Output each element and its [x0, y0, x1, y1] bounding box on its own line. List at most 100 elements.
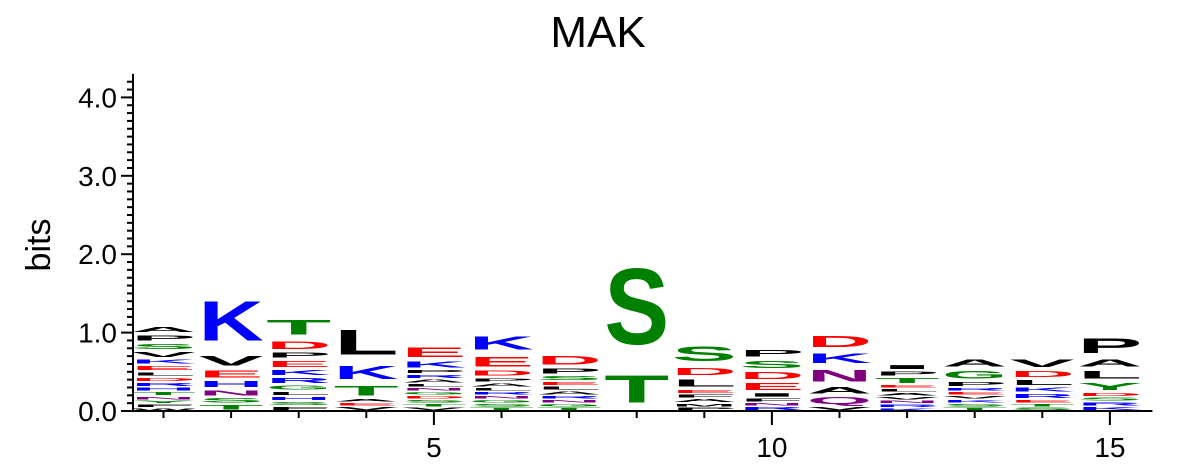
- logo-letter-s: S: [942, 403, 1007, 407]
- logo-letter-r: R: [875, 404, 940, 408]
- logo-letter-e: E: [334, 402, 399, 406]
- logo-letter-q: Q: [807, 395, 872, 406]
- logo-letter-n: N: [739, 402, 804, 406]
- logo-letter-n: N: [807, 366, 872, 385]
- logo-letter-l: L: [266, 391, 331, 396]
- logo-letter-l: L: [672, 377, 737, 389]
- logo-letter-s: S: [1077, 397, 1142, 402]
- logo-letter-r: R: [469, 391, 534, 395]
- logo-letter-a: A: [672, 398, 737, 403]
- logo-letter-e: E: [537, 381, 602, 386]
- logo-letter-stacks: WFYNTHRDLEKVSPATSNHEVKFSHLGRKEPDTVEATKLV…: [131, 246, 1142, 411]
- logo-letter-l: L: [334, 323, 399, 362]
- logo-letter-f: F: [672, 394, 737, 399]
- logo-letter-d: D: [469, 369, 534, 377]
- logo-letter-t: T: [537, 407, 602, 411]
- logo-letter-e: E: [266, 359, 331, 368]
- logo-letter-r: R: [266, 376, 331, 384]
- logo-letter-s: S: [1010, 407, 1075, 411]
- logo-letter-a: A: [942, 358, 1007, 369]
- logo-letter-d: D: [131, 376, 196, 382]
- logo-letter-s: S: [672, 341, 737, 365]
- logo-letter-v: V: [875, 396, 940, 400]
- logo-letter-g: G: [942, 369, 1007, 382]
- logo-letter-a: A: [807, 385, 872, 395]
- y-tick-label: 2.0: [78, 239, 117, 270]
- logo-letter-v: V: [1010, 357, 1075, 370]
- logo-letter-s: S: [401, 399, 466, 403]
- logo-letter-l: L: [1010, 379, 1075, 387]
- logo-letter-k: K: [131, 358, 196, 364]
- logo-letter-n: N: [199, 389, 264, 397]
- logo-letter-f: F: [131, 404, 196, 408]
- logo-letter-n: N: [401, 387, 466, 391]
- logo-letter-n: N: [875, 400, 940, 404]
- logo-letter-k: K: [199, 289, 264, 352]
- y-axis-label: bits: [20, 219, 58, 272]
- logo-letter-r: R: [131, 382, 196, 387]
- logo-letter-h: H: [199, 380, 264, 389]
- logo-letter-n: N: [131, 396, 196, 400]
- logo-letter-v: V: [401, 407, 466, 411]
- logo-letter-t: T: [131, 391, 196, 396]
- logo-letter-d: D: [537, 354, 602, 367]
- logo-letter-d: D: [1077, 392, 1142, 397]
- logo-letter-m: M: [672, 403, 737, 407]
- logo-letter-t: T: [401, 403, 466, 407]
- logo-letter-d: D: [1010, 369, 1075, 378]
- logo-letter-v: V: [131, 351, 196, 359]
- logo-letter-a: A: [469, 383, 534, 388]
- logo-letter-t: T: [875, 376, 940, 384]
- logo-letter-p: P: [875, 370, 940, 376]
- logo-letter-k: K: [401, 360, 466, 369]
- logo-letter-v: V: [334, 406, 399, 411]
- y-axis: 0.0 1.0 2.0 3.0 4.0: [78, 73, 134, 427]
- logo-letter-g: G: [537, 403, 602, 407]
- logo-letter-a: A: [875, 392, 940, 396]
- logo-letter-k: K: [266, 369, 331, 377]
- logo-letter-e: E: [199, 369, 264, 380]
- logo-letter-e: E: [875, 384, 940, 388]
- logo-letter-r: R: [942, 387, 1007, 391]
- logo-letter-l: L: [875, 388, 940, 392]
- logo-letter-p: P: [266, 351, 331, 359]
- logo-letter-w: W: [131, 408, 196, 411]
- logo-letter-s: S: [604, 246, 669, 367]
- logo-letter-p: P: [537, 367, 602, 375]
- y-tick-label: 4.0: [78, 82, 117, 113]
- logo-letter-v: V: [942, 395, 1007, 399]
- logo-letter-k: K: [807, 351, 872, 367]
- logo-letter-r: R: [537, 395, 602, 399]
- x-tick-label: 5: [426, 432, 442, 463]
- logo-letter-d: D: [266, 339, 331, 352]
- logo-letter-p: P: [942, 381, 1007, 387]
- chart-title: MAK: [550, 8, 645, 57]
- logo-letter-v: V: [199, 353, 264, 369]
- logo-letter-y: Y: [1077, 381, 1142, 392]
- logo-letter-k: K: [1010, 387, 1075, 393]
- logo-letter-l: L: [1077, 369, 1142, 381]
- logo-letter-i: I: [739, 392, 804, 397]
- logo-letter-a: A: [131, 325, 196, 333]
- logo-letter-s: S: [199, 397, 264, 404]
- logo-letter-p: P: [1077, 334, 1142, 358]
- logo-letter-h: H: [266, 396, 331, 401]
- logo-letter-r: R: [1010, 393, 1075, 399]
- logo-letter-d: D: [739, 370, 804, 381]
- logo-letter-s: S: [469, 403, 534, 407]
- logo-letter-p: P: [401, 369, 466, 374]
- logo-letter-e: E: [131, 365, 196, 371]
- logo-letter-l: L: [537, 386, 602, 391]
- logo-letter-e: E: [739, 381, 804, 392]
- logo-letter-d: D: [401, 395, 466, 399]
- logo-letter-y: Y: [131, 400, 196, 404]
- logo-letter-k: K: [875, 408, 940, 411]
- logo-letter-i: I: [875, 364, 940, 370]
- logo-letter-e: E: [469, 354, 534, 370]
- logo-letter-a: A: [401, 379, 466, 384]
- logo-letter-p: P: [469, 377, 534, 382]
- logo-letter-l: L: [401, 384, 466, 388]
- logo-letter-a: A: [1077, 358, 1142, 369]
- y-tick-label: 1.0: [78, 318, 117, 349]
- logo-letter-t: T: [604, 368, 669, 411]
